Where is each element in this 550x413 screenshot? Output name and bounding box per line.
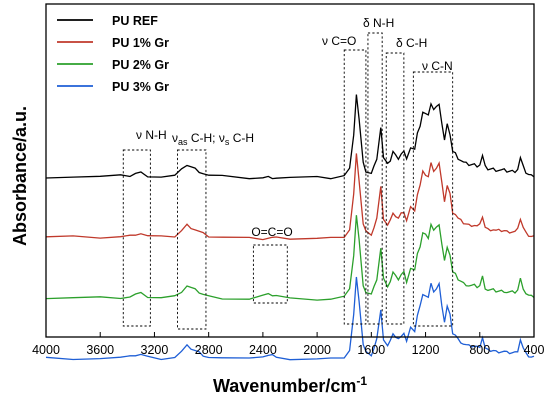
x-tick-label: 1200 — [412, 343, 440, 357]
legend-label: PU 3% Gr — [112, 80, 169, 94]
x-tick-label: 400 — [524, 343, 545, 357]
legend-label: PU 2% Gr — [112, 58, 169, 72]
legend: PU REF PU 1% Gr PU 2% Gr PU 3% Gr — [57, 14, 169, 94]
x-tick-label: 2000 — [303, 343, 331, 357]
band-ch-bend — [385, 52, 405, 325]
x-tick-label: 2400 — [249, 343, 277, 357]
y-axis-title: Absorbance/a.u. — [10, 106, 30, 246]
x-axis-title: Wavenumber/cm-1 — [213, 374, 367, 396]
annotation-labels: ν N-H νas C-H; νs C-H O=C=O ν C=O δ N-Hδ C-H… — [136, 16, 453, 239]
legend-label: PU REF — [112, 14, 158, 28]
x-ticks: 4000 3600 3200 2800 2400 2000 1600 1200 800 400 — [32, 332, 544, 357]
annotation-label: O=C=O — [251, 225, 292, 239]
x-tick-label: 3200 — [141, 343, 169, 357]
series-line-3 — [45, 215, 535, 301]
annotation-bands — [122, 32, 454, 330]
x-tick-label: 3600 — [86, 343, 114, 357]
band-nh-bend — [367, 32, 383, 325]
x-tick-label: 800 — [469, 343, 490, 357]
band-cn — [412, 71, 454, 327]
series-line-4 — [45, 276, 535, 361]
band-co — [343, 49, 367, 325]
plot-frame — [45, 3, 535, 338]
annotation-label: νas C-H; νs C-H — [172, 131, 254, 147]
x-tick-label: 4000 — [32, 343, 60, 357]
band-nh-stretch — [122, 149, 151, 327]
plot-lines — [45, 94, 535, 361]
annotation-label: ν C=O — [322, 34, 356, 48]
x-tick-label: 2800 — [195, 343, 223, 357]
x-axis-title-sup: -1 — [356, 374, 367, 388]
band-ch-stretch — [177, 149, 207, 330]
x-tick-label: 1600 — [357, 343, 385, 357]
annotation-label: δ C-H — [396, 36, 427, 50]
band-oco — [252, 244, 288, 304]
series-line-1 — [45, 94, 535, 180]
annotation-label: ν N-H — [136, 128, 167, 142]
annotation-label: δ N-H — [363, 16, 394, 30]
x-axis-title-text: Wavenumber/cm — [213, 376, 356, 396]
series-line-2 — [45, 153, 535, 241]
legend-label: PU 1% Gr — [112, 36, 169, 50]
annotation-label: ν C-N — [422, 59, 453, 73]
